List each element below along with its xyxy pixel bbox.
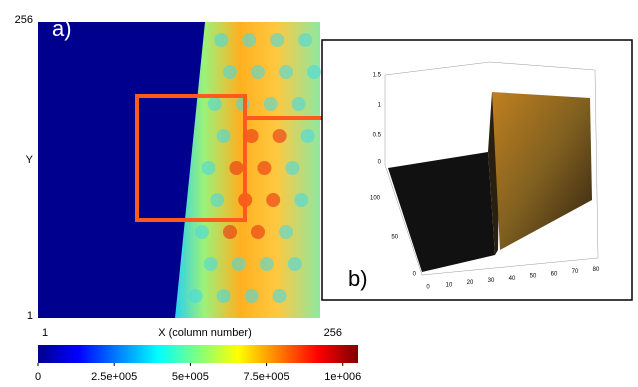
texture-spot xyxy=(188,289,203,303)
texture-spot xyxy=(195,225,209,239)
x-tick-label: 60 xyxy=(551,271,558,277)
texture-spot xyxy=(279,225,293,239)
texture-spot xyxy=(263,97,278,111)
heatmap-texture xyxy=(188,33,321,303)
x-left: 1 xyxy=(42,327,48,339)
texture-spot xyxy=(214,33,229,47)
x-tick-label: 10 xyxy=(446,282,453,288)
x-tick-label: 40 xyxy=(509,276,516,282)
texture-spot xyxy=(229,161,244,175)
x-right: 256 xyxy=(324,327,342,339)
z-tick-label: 0 xyxy=(378,160,382,166)
texture-spot xyxy=(203,257,218,271)
colorbar-tick-label: 7.5e+005 xyxy=(243,371,289,383)
y-tick-label: 50 xyxy=(391,235,398,241)
texture-spot xyxy=(300,129,315,143)
x-tick-label: 50 xyxy=(530,274,537,280)
texture-spot xyxy=(201,161,216,175)
colorbar-tick-label: 2.5e+005 xyxy=(91,371,137,383)
x-tick-label: 0 xyxy=(426,285,430,291)
colorbar xyxy=(38,345,358,363)
texture-spot xyxy=(242,33,257,47)
texture-spot xyxy=(272,129,287,143)
texture-spot xyxy=(287,257,302,271)
texture-spot xyxy=(223,225,237,239)
texture-spot xyxy=(259,257,274,271)
texture-spot xyxy=(216,129,231,143)
texture-spot xyxy=(251,65,265,79)
z-tick-label: 1.5 xyxy=(373,73,382,79)
y-tick-label: 0 xyxy=(413,272,417,278)
colorbar-tick-label: 5e+005 xyxy=(172,371,209,383)
x-tick-label: 20 xyxy=(467,280,474,286)
texture-spot xyxy=(251,225,265,239)
zoom-box xyxy=(135,94,247,222)
y-bottom: 1 xyxy=(27,310,33,322)
colorbar-tick-label: 1e+006 xyxy=(324,371,361,383)
x-tick-label: 70 xyxy=(572,269,579,275)
inset-axes xyxy=(384,61,599,276)
colorbar-tick-label: 0 xyxy=(35,371,41,383)
y-tick-label: 100 xyxy=(370,196,381,202)
y-top: 256 xyxy=(15,14,33,26)
texture-spot xyxy=(272,289,287,303)
texture-spot xyxy=(231,257,246,271)
texture-spot xyxy=(235,97,250,111)
x-tick-label: 80 xyxy=(593,267,600,273)
texture-spot xyxy=(210,193,225,207)
z-tick-label: 1 xyxy=(378,103,382,109)
texture-spot xyxy=(291,97,306,111)
x-title: X (column number) xyxy=(158,327,252,339)
texture-spot xyxy=(244,129,259,143)
y-title: Y xyxy=(26,154,34,166)
colorbar-ticks: 0 2.5e+005 5e+005 7.5e+005 1e+006 xyxy=(35,363,361,383)
texture-spot xyxy=(279,65,293,79)
inset-ticks: 1.5 1 0.5 0 100 50 0 0 10 20 30 40 50 60 70 80 xyxy=(370,73,600,291)
texture-spot xyxy=(257,161,272,175)
surface-low xyxy=(388,152,495,272)
panel-label: b) xyxy=(348,266,368,291)
texture-spot xyxy=(216,289,231,303)
texture-spot xyxy=(270,33,285,47)
texture-spot xyxy=(298,33,313,47)
texture-spot xyxy=(307,65,321,79)
texture-spot xyxy=(207,97,222,111)
texture-spot xyxy=(266,193,281,207)
texture-spot xyxy=(223,65,237,79)
z-tick-label: 0.5 xyxy=(373,133,382,139)
surface-high xyxy=(492,92,592,250)
x-tick-label: 30 xyxy=(488,278,495,284)
texture-spot xyxy=(294,193,309,207)
texture-spot xyxy=(244,289,259,303)
texture-spot xyxy=(285,161,300,175)
panel-label: a) xyxy=(52,16,72,41)
